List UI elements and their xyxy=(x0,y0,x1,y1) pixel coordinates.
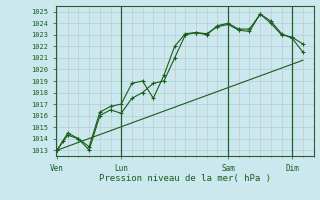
X-axis label: Pression niveau de la mer( hPa ): Pression niveau de la mer( hPa ) xyxy=(99,174,271,183)
